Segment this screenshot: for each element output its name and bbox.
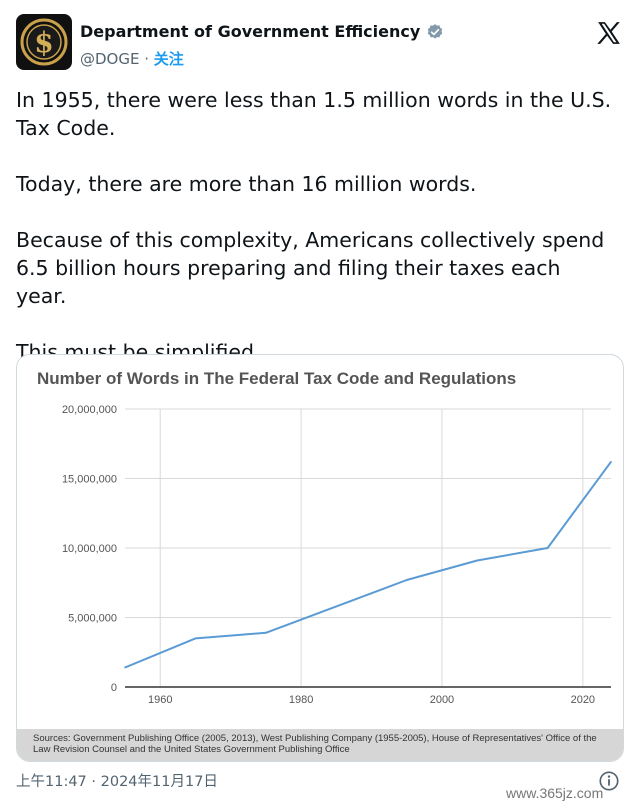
y-tick-label: 15,000,000 bbox=[62, 474, 117, 486]
tweet-paragraph: In 1955, there were less than 1.5 millio… bbox=[16, 88, 612, 140]
y-tick-label: 20,000,000 bbox=[62, 404, 117, 416]
separator: · bbox=[139, 50, 154, 68]
dollar-seal-icon: $ bbox=[20, 18, 68, 66]
handle-row: @DOGE · 关注 bbox=[80, 48, 184, 69]
y-tick-label: 5,000,000 bbox=[68, 613, 117, 625]
chart-card[interactable]: Number of Words in The Federal Tax Code … bbox=[16, 354, 624, 762]
watermark: www.365jz.com bbox=[506, 785, 604, 801]
name-row: Department of Government Efficiency bbox=[80, 22, 444, 41]
follow-button[interactable]: 关注 bbox=[153, 50, 184, 68]
verified-badge-icon bbox=[428, 23, 443, 39]
tweet-paragraph: Because of this complexity, Americans co… bbox=[16, 228, 605, 308]
tweet-paragraph: Today, there are more than 16 million wo… bbox=[16, 172, 477, 196]
x-tick-label: 2020 bbox=[571, 694, 595, 706]
data-point bbox=[194, 637, 197, 640]
series-line bbox=[124, 461, 612, 669]
tweet-text: In 1955, there were less than 1.5 millio… bbox=[16, 86, 616, 366]
info-icon[interactable] bbox=[598, 770, 620, 792]
x-tick-label: 1960 bbox=[148, 694, 172, 706]
display-name[interactable]: Department of Government Efficiency bbox=[80, 22, 421, 41]
data-point bbox=[546, 547, 549, 549]
data-point bbox=[405, 579, 408, 581]
chart-source: Sources: Government Publishing Office (2… bbox=[17, 729, 623, 761]
data-point bbox=[124, 666, 126, 669]
tweet-timestamp[interactable]: 上午11:47 · 2024年11月17日 bbox=[16, 774, 218, 790]
data-point bbox=[610, 461, 612, 463]
x-tick-label: 2000 bbox=[430, 694, 454, 706]
x-tick-label: 1980 bbox=[289, 694, 313, 706]
chart-title: Number of Words in The Federal Tax Code … bbox=[37, 369, 517, 388]
line-chart: 0 5,000,000 10,000,000 15,000,000 20,000,000… bbox=[62, 404, 612, 706]
data-point bbox=[335, 605, 338, 608]
data-point bbox=[265, 631, 267, 634]
tweet-header: $ Department of Government Efficiency @D… bbox=[16, 14, 624, 76]
svg-text:$: $ bbox=[34, 26, 53, 59]
handle[interactable]: @DOGE bbox=[80, 50, 140, 68]
y-tick-label: 10,000,000 bbox=[62, 543, 117, 555]
y-tick-label: 0 bbox=[111, 682, 117, 694]
data-point bbox=[476, 559, 478, 562]
avatar[interactable]: $ bbox=[16, 14, 72, 70]
x-logo-icon[interactable] bbox=[596, 20, 622, 46]
